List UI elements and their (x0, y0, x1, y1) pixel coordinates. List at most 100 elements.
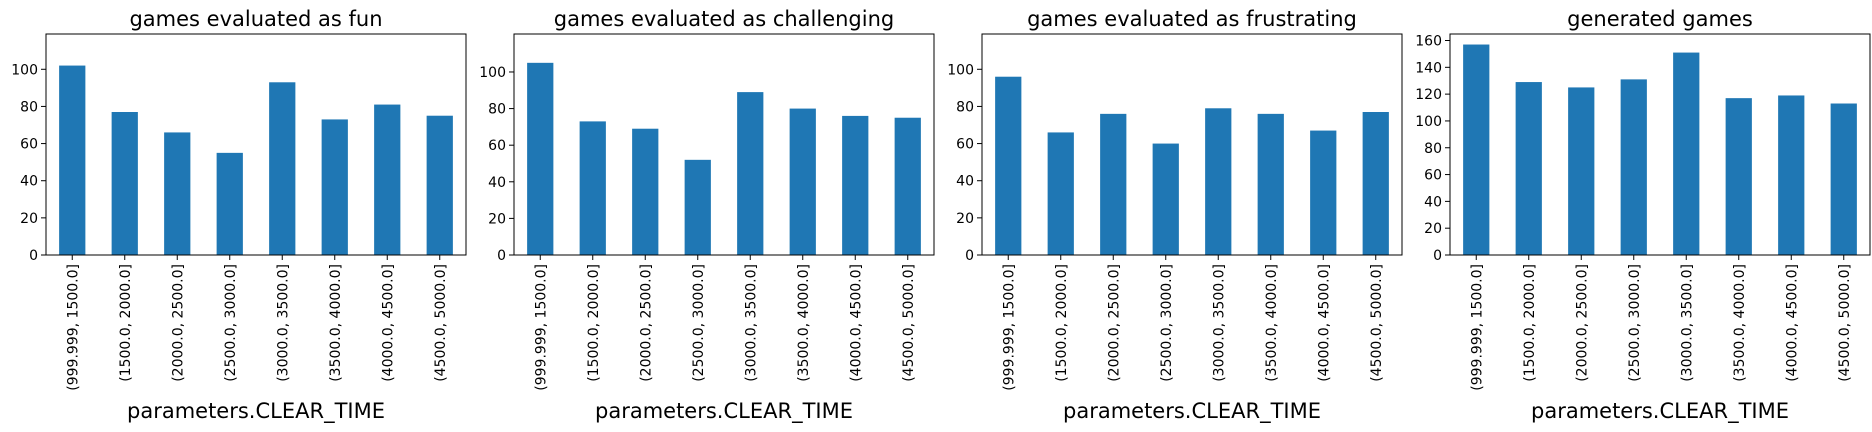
bar (374, 104, 401, 255)
x-tick-label: (2500.0, 3000.0] (223, 264, 239, 382)
x-tick-label: (2500.0, 3000.0] (1627, 264, 1643, 382)
x-tick-label: (3000.0, 3500.0] (1211, 264, 1227, 382)
chart-title: games evaluated as challenging (554, 7, 895, 31)
x-tick-label: (2500.0, 3000.0] (691, 264, 707, 382)
y-tick-label: 40 (488, 175, 506, 191)
x-tick-label: (3500.0, 4000.0] (1732, 264, 1748, 382)
y-tick-label: 40 (1424, 194, 1442, 210)
bar (684, 159, 711, 255)
charts-layer: games evaluated as fun 0 20 40 60 80 100 (999.9… (11, 7, 1871, 424)
bar (632, 128, 659, 255)
y-tick-label: 60 (488, 138, 506, 154)
x-tick-label: (4000.0, 4500.0] (1316, 264, 1332, 382)
x-tick-label: (3000.0, 3500.0] (743, 264, 759, 382)
y-tick-label: 140 (1415, 60, 1442, 76)
bar (1515, 82, 1542, 255)
x-tick-label: (999.999, 1500.0] (65, 264, 81, 391)
x-tick-label: (2500.0, 3000.0] (1159, 264, 1175, 382)
bar (59, 65, 86, 255)
y-tick-label: 40 (20, 174, 38, 190)
x-tick-label: (4500.0, 5000.0] (433, 264, 449, 382)
x-axis-label: parameters.CLEAR_TIME (1531, 399, 1789, 424)
x-axis-label: parameters.CLEAR_TIME (595, 399, 853, 424)
y-tick-label: 0 (965, 248, 974, 264)
x-tick-label: (1500.0, 2000.0] (1054, 264, 1070, 382)
x-tick-label: (2000.0, 2500.0] (1574, 264, 1590, 382)
bar (1830, 103, 1857, 255)
bar (1362, 112, 1389, 255)
y-tick-label: 0 (29, 248, 38, 264)
y-tick-label: 120 (1415, 87, 1442, 103)
y-tick-label: 80 (1424, 141, 1442, 157)
x-tick-label: (4500.0, 5000.0] (901, 264, 917, 382)
bar (1047, 132, 1074, 255)
x-tick-label: (999.999, 1500.0] (533, 264, 549, 391)
bar (842, 115, 869, 255)
bar (579, 121, 606, 255)
bar (1257, 113, 1284, 255)
y-tick-label: 100 (1415, 114, 1442, 130)
y-tick-label: 0 (497, 248, 506, 264)
bar (1205, 108, 1232, 256)
bar (1152, 143, 1179, 255)
bar (1778, 95, 1805, 255)
y-tick-label: 0 (1433, 248, 1442, 264)
x-axis-label: parameters.CLEAR_TIME (1063, 399, 1321, 424)
y-tick-label: 160 (1415, 34, 1442, 50)
x-tick-label: (2000.0, 2500.0] (170, 264, 186, 382)
bar (1463, 44, 1490, 256)
x-tick-label: (3500.0, 4000.0] (796, 264, 812, 382)
y-tick-label: 20 (956, 211, 974, 227)
y-tick-label: 60 (20, 137, 38, 153)
plot-frame (513, 33, 935, 256)
y-tick-label: 20 (488, 211, 506, 227)
x-tick-label: (3000.0, 3500.0] (1679, 264, 1695, 382)
x-tick-label: (2000.0, 2500.0] (638, 264, 654, 382)
bar (737, 92, 764, 255)
bar (216, 152, 243, 255)
y-tick-label: 100 (479, 65, 506, 81)
chart-title: games evaluated as fun (129, 7, 382, 31)
bar (1568, 87, 1595, 255)
y-tick-label: 80 (488, 102, 506, 118)
x-tick-label: (1500.0, 2000.0] (118, 264, 134, 382)
x-tick-label: (4000.0, 4500.0] (380, 264, 396, 382)
x-tick-label: (4000.0, 4500.0] (1784, 264, 1800, 382)
bar (995, 76, 1022, 255)
x-tick-label: (3500.0, 4000.0] (328, 264, 344, 382)
bar (164, 132, 191, 255)
bar (789, 108, 816, 255)
y-tick-label: 100 (947, 62, 974, 78)
chart-title: generated games (1567, 7, 1753, 31)
x-tick-label: (4500.0, 5000.0] (1837, 264, 1853, 382)
plot-frame (45, 33, 467, 256)
y-tick-label: 80 (20, 99, 38, 115)
x-tick-label: (999.999, 1500.0] (1469, 264, 1485, 391)
plot-frame (1449, 33, 1871, 256)
chart-panel-2: games evaluated as challenging 0 20 40 60 80 1… (479, 7, 935, 424)
bar (527, 62, 554, 256)
bar (1100, 113, 1127, 255)
bar (1310, 130, 1337, 255)
x-tick-label: (1500.0, 2000.0] (586, 264, 602, 382)
plot-frame (981, 33, 1403, 256)
x-tick-label: (999.999, 1500.0] (1001, 264, 1017, 391)
x-tick-label: (1500.0, 2000.0] (1522, 264, 1538, 382)
y-tick-label: 60 (956, 137, 974, 153)
bar (426, 115, 453, 255)
y-tick-label: 100 (11, 62, 38, 78)
y-tick-label: 20 (20, 211, 38, 227)
chart-panel-1: games evaluated as fun 0 20 40 60 80 100 (999.9… (11, 7, 467, 424)
bar (894, 117, 921, 256)
chart-title: games evaluated as frustrating (1027, 7, 1357, 31)
x-axis-label: parameters.CLEAR_TIME (127, 399, 385, 424)
chart-panel-3: games evaluated as frustrating 0 20 40 60 80 1… (947, 7, 1403, 424)
x-tick-label: (4000.0, 4500.0] (848, 264, 864, 382)
bar (321, 119, 348, 255)
y-tick-label: 40 (956, 174, 974, 190)
bar (111, 112, 138, 255)
x-tick-label: (2000.0, 2500.0] (1106, 264, 1122, 382)
bar (1673, 52, 1700, 255)
x-tick-label: (4500.0, 5000.0] (1369, 264, 1385, 382)
